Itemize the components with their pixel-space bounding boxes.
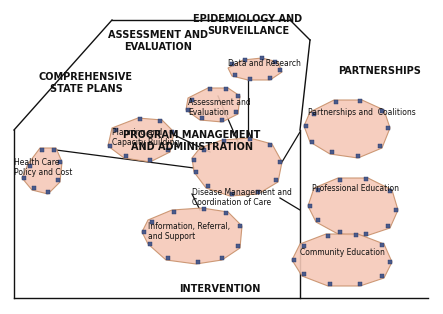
Polygon shape	[142, 208, 242, 264]
Polygon shape	[292, 234, 392, 286]
Polygon shape	[304, 100, 390, 158]
Text: Assessment and
Evaluation: Assessment and Evaluation	[188, 98, 251, 117]
Text: Partnerships and  Coalitions: Partnerships and Coalitions	[308, 108, 416, 117]
Text: PARTNERSHIPS: PARTNERSHIPS	[338, 66, 421, 76]
Text: EPIDEMIOLOGY AND
SURVEILLANCE: EPIDEMIOLOGY AND SURVEILLANCE	[194, 14, 303, 35]
Text: PROGRAM MANAGEMENT
AND ADMINISTRATION: PROGRAM MANAGEMENT AND ADMINISTRATION	[123, 130, 260, 152]
Polygon shape	[192, 138, 282, 196]
Polygon shape	[108, 118, 174, 162]
Text: Data and Research: Data and Research	[228, 59, 301, 68]
Text: Planning and
Capacity Building: Planning and Capacity Building	[112, 128, 179, 147]
Text: Information, Referral,
and Support: Information, Referral, and Support	[148, 222, 230, 241]
Text: Professional Education: Professional Education	[312, 184, 399, 193]
Text: Community Education: Community Education	[300, 248, 385, 257]
Polygon shape	[228, 58, 282, 80]
Text: Disease Management and
Coordination of Care: Disease Management and Coordination of C…	[192, 188, 292, 208]
Text: ASSESSMENT AND
EVALUATION: ASSESSMENT AND EVALUATION	[108, 30, 208, 51]
Polygon shape	[186, 88, 240, 122]
Text: COMPREHENSIVE
STATE PLANS: COMPREHENSIVE STATE PLANS	[39, 72, 133, 94]
Text: INTERVENTION: INTERVENTION	[179, 284, 260, 294]
Polygon shape	[308, 178, 398, 236]
Text: Health Care
Policy and Cost: Health Care Policy and Cost	[14, 158, 72, 177]
Polygon shape	[22, 148, 62, 194]
